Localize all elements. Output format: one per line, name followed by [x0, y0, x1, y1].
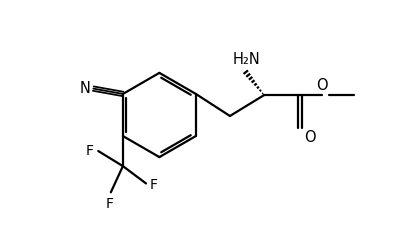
Text: O: O	[316, 78, 328, 93]
Text: O: O	[304, 130, 316, 145]
Text: F: F	[149, 178, 157, 192]
Text: N: N	[79, 81, 90, 96]
Text: F: F	[106, 197, 114, 211]
Text: H₂N: H₂N	[233, 52, 261, 67]
Text: F: F	[85, 144, 93, 158]
